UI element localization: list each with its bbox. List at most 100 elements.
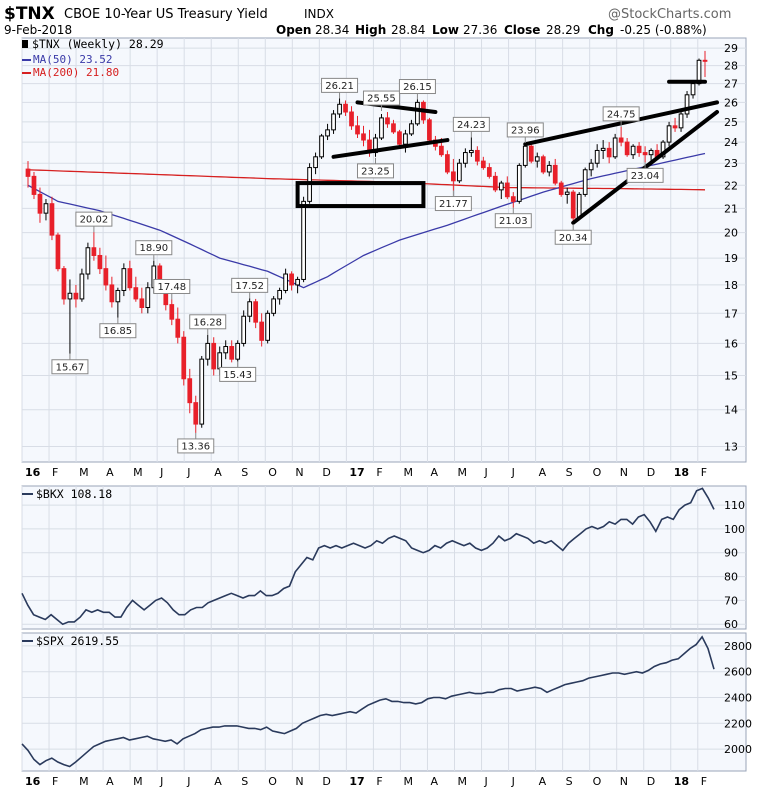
month-label: F: [376, 466, 382, 479]
price-axis-tick-label: 20: [724, 227, 738, 240]
candle-body: [343, 103, 348, 113]
candle-body: [600, 147, 606, 151]
month-label: O: [268, 466, 277, 479]
month-label: M: [79, 775, 89, 788]
candle-body: [187, 378, 193, 404]
candle-body: [678, 113, 684, 129]
candle-body: [319, 135, 324, 158]
stockcharts-brand[interactable]: @StockCharts.com: [608, 7, 731, 22]
annotation-box: [153, 278, 191, 294]
price-axis-tick-label: 16: [724, 337, 738, 350]
annotation-label: 23.25: [361, 166, 390, 177]
month-label: N: [295, 466, 303, 479]
candle-body: [247, 301, 253, 317]
chart-name: CBOE 10-Year US Treasury Yield: [64, 7, 268, 22]
annotation-label: 13.36: [181, 441, 210, 452]
price-axis-tick-label: 29: [724, 42, 738, 55]
spx-axis-tick-label: 2200: [724, 717, 752, 730]
candle-body: [181, 336, 187, 380]
candle-body: [451, 171, 456, 182]
legend-main: $TNX (Weekly) 28.29: [32, 37, 164, 51]
candle-body: [582, 169, 588, 195]
bkx-frame: [21, 485, 747, 630]
chg-value: -0.25 (-0.88%): [620, 23, 707, 37]
bkx-series-line: [21, 487, 715, 626]
spx-frame: [21, 632, 747, 772]
legend-spx: $SPX 2619.55: [36, 634, 119, 648]
candle-body: [445, 154, 450, 173]
candle-body: [25, 168, 31, 177]
annotation-box: [189, 314, 227, 330]
annotation-box: [219, 366, 257, 382]
month-label: N: [620, 775, 628, 788]
bkx-axis-tick-label: 90: [724, 547, 738, 560]
candle-body: [43, 203, 49, 214]
chart-exchange: INDX: [304, 7, 334, 21]
candle-body: [385, 117, 390, 125]
annotation-label: 24.75: [607, 109, 636, 120]
annotation-label: 16.28: [193, 317, 222, 328]
month-label: O: [593, 466, 602, 479]
price-axis-tick-label: 26: [724, 96, 738, 109]
candle-body: [612, 137, 618, 158]
chart-symbol: $TNX: [4, 4, 55, 24]
candle-body: [109, 284, 115, 303]
x-axis-months: 16 F M A M J J A S O N D 17 F M A M J J A S O N D 18 F 16 F M A M J J A S O…: [25, 466, 707, 788]
annotation-box: [231, 277, 269, 293]
candle-body: [558, 182, 564, 195]
candle-body: [49, 203, 55, 236]
high-value: 28.84: [391, 23, 425, 37]
candle-body: [175, 318, 181, 338]
month-label: 17: [349, 775, 364, 788]
candle-body: [115, 289, 121, 303]
trendline: [331, 138, 450, 159]
candle-body: [169, 304, 175, 320]
close-value: 28.29: [546, 23, 580, 37]
annotation-box: [602, 106, 640, 122]
candle-body: [588, 162, 594, 171]
candle-body: [37, 193, 43, 214]
month-label: M: [79, 466, 89, 479]
annotation-box: [135, 240, 173, 256]
month-label: A: [539, 466, 547, 479]
candle-body: [522, 145, 528, 166]
month-label: N: [295, 775, 303, 788]
spx-axis-tick-label: 2400: [724, 691, 752, 704]
annotation-box: [356, 163, 394, 179]
candle-body: [331, 113, 336, 131]
candle-body: [606, 147, 612, 158]
spx-legend: $SPX 2619.55: [22, 634, 119, 648]
candle-body: [349, 111, 354, 127]
open-value: 28.34: [315, 23, 349, 37]
month-label: A: [430, 775, 438, 788]
candle-body: [193, 402, 199, 425]
price-axis-tick-label: 25: [724, 116, 738, 129]
spx-panel: 2000 2200 2400 2600 2800: [21, 632, 752, 772]
candle-body: [397, 131, 402, 145]
candle-body: [552, 164, 558, 184]
month-label: F: [52, 466, 58, 479]
candle-body: [139, 298, 145, 309]
candle-body: [624, 141, 630, 156]
month-label: A: [214, 775, 222, 788]
month-label: A: [430, 466, 438, 479]
month-label: F: [701, 775, 707, 788]
candle-body: [486, 167, 492, 177]
month-label: D: [322, 775, 330, 788]
candle-body: [666, 125, 672, 143]
annotation-label: 23.96: [511, 125, 540, 136]
spx-series-line: [21, 635, 715, 768]
annotation-label: 18.90: [139, 243, 168, 254]
annotation-box: [434, 196, 472, 212]
month-label: 16: [25, 466, 41, 479]
month-label: 16: [25, 775, 41, 788]
month-label: S: [241, 466, 248, 479]
price-axis-tick-label: 19: [724, 252, 738, 265]
candle-body: [648, 149, 654, 156]
candle-body: [690, 83, 696, 96]
candle-legend-swatch: [22, 40, 28, 48]
legend-ma50: MA(50) 23.52: [33, 53, 112, 66]
candle-body: [564, 191, 570, 195]
candle-body: [283, 273, 288, 291]
